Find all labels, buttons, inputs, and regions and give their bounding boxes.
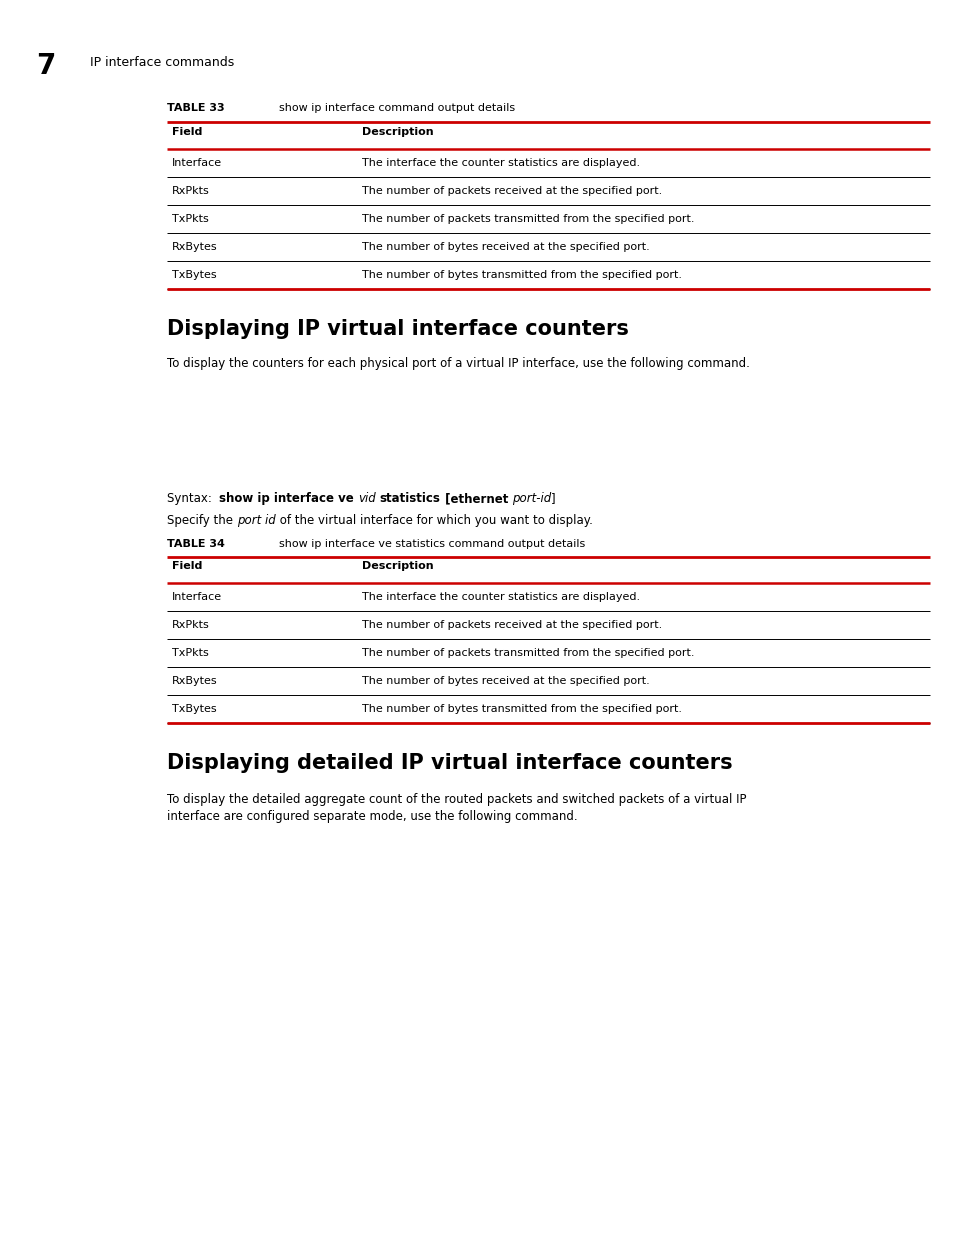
Text: IP interface commands: IP interface commands — [90, 56, 234, 69]
Text: Field: Field — [172, 561, 202, 571]
Text: The number of bytes received at the specified port.: The number of bytes received at the spec… — [361, 676, 649, 685]
Text: RxBytes: RxBytes — [172, 676, 217, 685]
Text: The number of bytes transmitted from the specified port.: The number of bytes transmitted from the… — [361, 704, 681, 714]
Text: TxPkts: TxPkts — [172, 648, 209, 658]
Text: [ethernet: [ethernet — [440, 492, 512, 505]
Text: RxPkts: RxPkts — [172, 186, 210, 196]
Text: interface are configured separate mode, use the following command.: interface are configured separate mode, … — [167, 810, 577, 823]
Text: RxBytes: RxBytes — [172, 242, 217, 252]
Text: TABLE 33: TABLE 33 — [167, 103, 224, 112]
Text: show ip interface command output details: show ip interface command output details — [278, 103, 515, 112]
Text: 7: 7 — [36, 52, 55, 80]
Text: Displaying detailed IP virtual interface counters: Displaying detailed IP virtual interface… — [167, 753, 732, 773]
Text: vid: vid — [358, 492, 375, 505]
Text: The number of packets received at the specified port.: The number of packets received at the sp… — [361, 186, 661, 196]
Text: show ip interface ve: show ip interface ve — [219, 492, 358, 505]
Text: To display the detailed aggregate count of the routed packets and switched packe: To display the detailed aggregate count … — [167, 793, 745, 806]
Text: Description: Description — [361, 561, 434, 571]
Text: TxBytes: TxBytes — [172, 270, 216, 280]
Text: To display the counters for each physical port of a virtual IP interface, use th: To display the counters for each physica… — [167, 357, 749, 370]
Text: The interface the counter statistics are displayed.: The interface the counter statistics are… — [361, 592, 639, 601]
Text: ]: ] — [551, 492, 556, 505]
Text: The number of bytes transmitted from the specified port.: The number of bytes transmitted from the… — [361, 270, 681, 280]
Text: TxBytes: TxBytes — [172, 704, 216, 714]
Text: TABLE 34: TABLE 34 — [167, 538, 225, 550]
Text: The number of packets received at the specified port.: The number of packets received at the sp… — [361, 620, 661, 630]
Text: The number of bytes received at the specified port.: The number of bytes received at the spec… — [361, 242, 649, 252]
Text: The interface the counter statistics are displayed.: The interface the counter statistics are… — [361, 158, 639, 168]
Text: Interface: Interface — [172, 592, 222, 601]
Text: port id: port id — [236, 514, 275, 527]
Text: show ip interface ve statistics command output details: show ip interface ve statistics command … — [278, 538, 584, 550]
Text: Specify the: Specify the — [167, 514, 236, 527]
Text: statistics: statistics — [379, 492, 440, 505]
Text: Syntax:: Syntax: — [167, 492, 219, 505]
Text: port-id: port-id — [512, 492, 551, 505]
Text: Displaying IP virtual interface counters: Displaying IP virtual interface counters — [167, 319, 628, 338]
Text: Field: Field — [172, 127, 202, 137]
Text: RxPkts: RxPkts — [172, 620, 210, 630]
Text: of the virtual interface for which you want to display.: of the virtual interface for which you w… — [275, 514, 592, 527]
Text: Interface: Interface — [172, 158, 222, 168]
Text: TxPkts: TxPkts — [172, 214, 209, 224]
Text: The number of packets transmitted from the specified port.: The number of packets transmitted from t… — [361, 214, 694, 224]
Text: The number of packets transmitted from the specified port.: The number of packets transmitted from t… — [361, 648, 694, 658]
Text: Description: Description — [361, 127, 434, 137]
